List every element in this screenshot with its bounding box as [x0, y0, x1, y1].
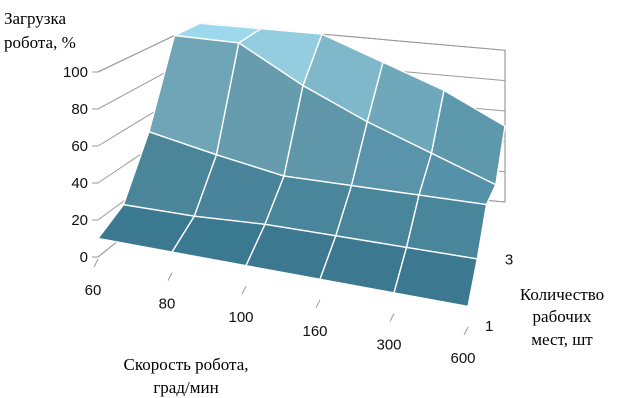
- x-axis-title-line-1: Скорость робота,: [124, 355, 249, 374]
- z-tick-label-80: 80: [71, 101, 88, 118]
- y-axis-title-line-3: мест, шт: [531, 330, 593, 349]
- x-tick-mark-300: [389, 313, 395, 322]
- x-tick-mark-160: [315, 299, 321, 309]
- x-tick-mark-100: [241, 285, 247, 295]
- surface-mesh: [97, 22, 506, 308]
- z-tick-label-100: 100: [63, 64, 88, 81]
- z-axis-title-line-2: робота, %: [4, 33, 76, 52]
- z-tick-label-60: 60: [71, 138, 88, 155]
- x-tick-mark-80: [167, 272, 173, 281]
- z-tick-label-20: 20: [71, 212, 88, 229]
- surface-cell-0-4: [393, 246, 478, 308]
- x-tick-label-80: 80: [159, 296, 176, 313]
- x-tick-label-300: 300: [376, 336, 401, 353]
- y-tick-label-3: 3: [505, 252, 513, 269]
- x-tick-mark-60: [93, 258, 99, 268]
- x-tick-label-600: 600: [450, 350, 475, 367]
- x-axis-title-line-2: град/мин: [153, 378, 218, 397]
- x-tick-mark-600: [463, 326, 469, 336]
- tick-labels: 0 20 40 60 80 100 60 80 100 160 300 600 1 3: [63, 64, 513, 367]
- x-tick-label-60: 60: [85, 282, 102, 299]
- y-tick-label-1: 1: [485, 318, 493, 335]
- y-axis-title-line-1: Количество: [520, 285, 604, 304]
- x-tick-label-160: 160: [302, 323, 327, 340]
- z-tick-label-40: 40: [71, 175, 88, 192]
- x-tick-label-100: 100: [228, 309, 253, 326]
- z-tick-label-0: 0: [80, 249, 88, 266]
- y-axis-title-line-2: рабочих: [533, 307, 592, 326]
- z-axis-title-line-1: Загрузка: [4, 9, 67, 28]
